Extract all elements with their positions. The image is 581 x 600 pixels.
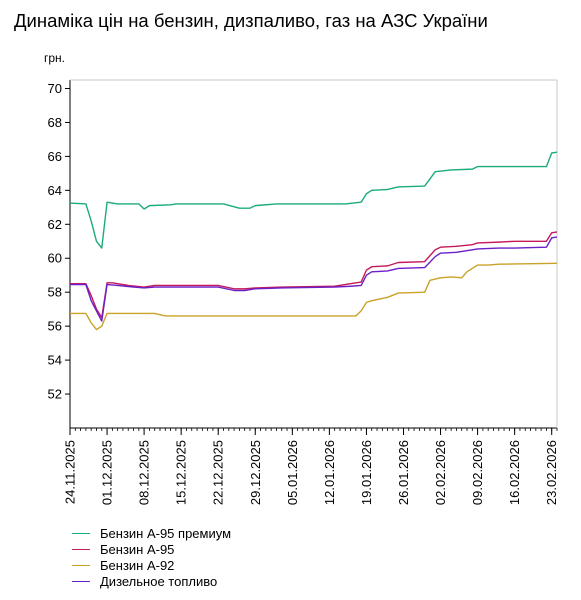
x-tick-label: 16.02.2026 [507, 440, 522, 505]
x-tick-label: 23.02.2026 [544, 440, 559, 505]
y-tick-label: 58 [48, 285, 62, 300]
legend-item: Бензин А-92 [70, 557, 231, 573]
y-tick-label: 60 [48, 251, 62, 266]
x-tick-label: 15.12.2025 [174, 440, 189, 505]
y-axis: грн. 52 54 56 58 60 62 64 66 68 70 [44, 51, 70, 402]
legend-label: Дизельное топливо [100, 573, 218, 589]
series-line-2 [70, 262, 558, 331]
series-layer [69, 151, 558, 331]
x-tick-label: 22.12.2025 [211, 440, 226, 505]
y-tick-label: 62 [48, 217, 62, 232]
y-axis-unit-label: грн. [44, 51, 65, 65]
legend-label: Бензин А-92 [100, 557, 175, 573]
x-tick-label: 24.11.2025 [63, 440, 78, 504]
y-tick-label: 70 [48, 81, 62, 96]
y-tick-label: 66 [48, 149, 62, 164]
x-tick-label: 05.01.2026 [285, 440, 300, 505]
x-tick-label: 08.12.2025 [137, 440, 152, 505]
legend-item: Бензин А-95 [70, 541, 231, 557]
x-axis: 24.11.2025 01.12.2025 08.12.2025 15.12.2025… [63, 428, 559, 505]
y-tick-label: 54 [48, 353, 62, 368]
x-tick-label: 29.12.2025 [248, 440, 263, 505]
x-tick-label: 19.01.2026 [359, 440, 374, 505]
legend-label: Бензин А-95 [100, 541, 175, 557]
series-line-3 [70, 236, 558, 322]
x-tick-label: 26.01.2026 [396, 440, 411, 505]
legend-swatch [72, 580, 90, 582]
y-tick-label: 56 [48, 319, 62, 334]
chart-title: Динаміка цін на бензин, дизпаливо, газ н… [14, 10, 488, 31]
x-tick-label: 09.02.2026 [470, 440, 485, 505]
x-tick-label: 01.12.2025 [100, 440, 115, 505]
x-tick-label: 12.01.2026 [322, 440, 337, 505]
y-tick-label: 52 [48, 387, 62, 402]
legend-label: Бензин А-95 премиум [100, 525, 232, 541]
legend: Бензин А-95 премиум Бензин А-95 Бензин А-9… [70, 525, 231, 589]
legend-swatch [72, 532, 90, 534]
series-line-0 [69, 151, 558, 249]
plot-area [69, 79, 558, 429]
y-tick-label: 64 [48, 183, 62, 198]
legend-swatch [72, 548, 90, 550]
legend-swatch [72, 564, 90, 566]
legend-item: Бензин А-95 премиум [70, 525, 231, 541]
x-tick-label: 02.02.2026 [433, 440, 448, 505]
legend-item: Дизельное топливо [70, 573, 231, 589]
y-tick-label: 68 [48, 115, 62, 130]
series-line-1 [70, 231, 558, 319]
